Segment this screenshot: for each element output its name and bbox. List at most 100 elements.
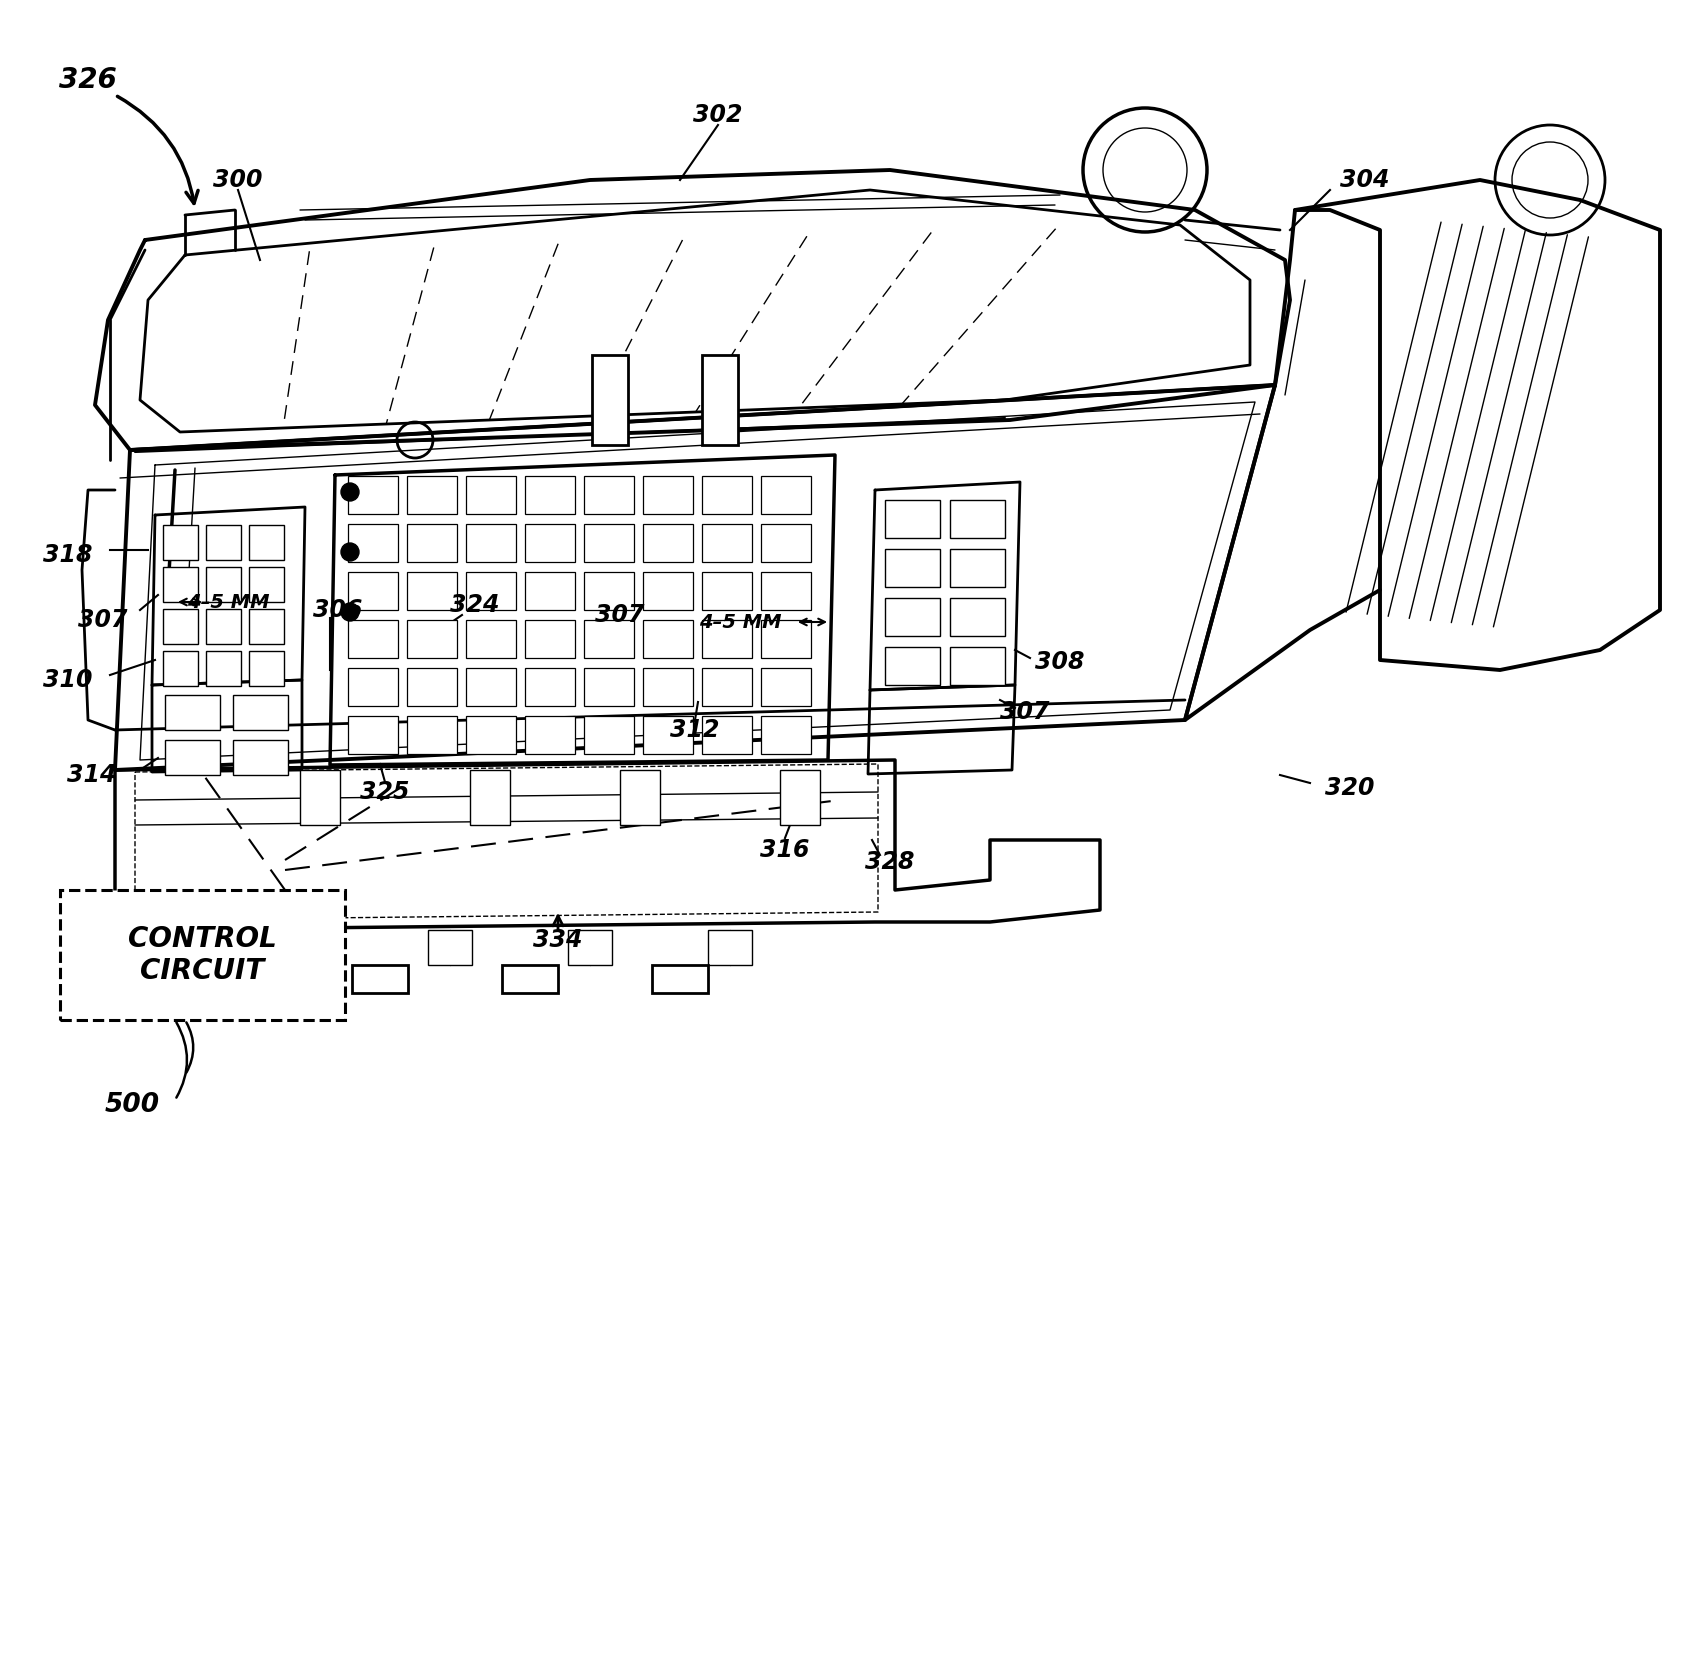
Bar [585, 716, 634, 753]
Bar [525, 573, 575, 610]
Bar [568, 930, 612, 965]
Bar [585, 668, 634, 706]
Bar [470, 770, 510, 825]
Bar [761, 620, 810, 658]
Text: 307: 307 [595, 603, 644, 626]
Bar [525, 620, 575, 658]
Text: 500: 500 [105, 1092, 159, 1117]
Bar [702, 356, 737, 444]
Bar [249, 610, 285, 645]
Bar [585, 573, 634, 610]
Text: 307: 307 [1000, 700, 1049, 725]
Bar [347, 668, 398, 706]
Bar [620, 770, 659, 825]
Bar [407, 524, 458, 563]
Bar [642, 476, 693, 514]
Bar [163, 610, 198, 645]
Bar [585, 476, 634, 514]
Text: 312: 312 [670, 718, 720, 741]
Bar [702, 573, 753, 610]
Bar [592, 356, 629, 444]
Bar [949, 549, 1005, 586]
Bar [407, 476, 458, 514]
Text: 320: 320 [1325, 777, 1375, 800]
Bar [347, 476, 398, 514]
Bar [300, 770, 341, 825]
Bar [466, 668, 515, 706]
Bar [702, 524, 753, 563]
Bar [207, 651, 241, 686]
Bar [761, 668, 810, 706]
Text: 308: 308 [1036, 650, 1085, 675]
Circle shape [341, 603, 359, 621]
Bar [466, 716, 515, 753]
Bar [525, 476, 575, 514]
Bar [949, 499, 1005, 538]
Text: CONTROL
CIRCUIT: CONTROL CIRCUIT [127, 925, 276, 985]
Bar [466, 476, 515, 514]
Bar [702, 716, 753, 753]
Bar [885, 499, 941, 538]
Bar [407, 620, 458, 658]
Bar [163, 651, 198, 686]
Bar [702, 476, 753, 514]
Text: 324: 324 [451, 593, 500, 616]
Bar [949, 646, 1005, 685]
Text: 326: 326 [59, 67, 117, 94]
Bar [407, 716, 458, 753]
Bar [761, 573, 810, 610]
Bar [466, 620, 515, 658]
Bar [525, 524, 575, 563]
Bar [642, 620, 693, 658]
Bar [347, 716, 398, 753]
Bar [761, 524, 810, 563]
Text: 302: 302 [693, 104, 742, 127]
Text: 307: 307 [78, 608, 127, 631]
Bar [164, 695, 220, 730]
Text: 325: 325 [361, 780, 410, 803]
Bar [163, 524, 198, 559]
Bar [347, 620, 398, 658]
Bar [212, 965, 268, 994]
Text: 316: 316 [761, 838, 810, 862]
Bar [347, 573, 398, 610]
Bar [164, 740, 220, 775]
Bar [407, 573, 458, 610]
Bar [642, 573, 693, 610]
Bar [709, 930, 753, 965]
Bar [642, 668, 693, 706]
Bar [761, 716, 810, 753]
Bar [585, 524, 634, 563]
Bar [353, 965, 408, 994]
Text: 318: 318 [44, 543, 93, 568]
Bar [642, 716, 693, 753]
Text: 300: 300 [214, 169, 263, 192]
Text: 4–5 MM: 4–5 MM [698, 613, 781, 631]
Bar [407, 668, 458, 706]
Bar [885, 646, 941, 685]
Bar [466, 524, 515, 563]
Text: 306: 306 [314, 598, 363, 621]
Bar [702, 620, 753, 658]
Bar [653, 965, 709, 994]
Bar [249, 524, 285, 559]
Bar [249, 568, 285, 601]
Bar [232, 695, 288, 730]
Circle shape [341, 483, 359, 501]
FancyBboxPatch shape [59, 890, 346, 1020]
Bar [288, 930, 332, 965]
Text: 4–5 MM: 4–5 MM [186, 593, 270, 611]
Bar [780, 770, 820, 825]
Bar [525, 668, 575, 706]
Bar [702, 668, 753, 706]
Text: 328: 328 [864, 850, 915, 873]
Bar [585, 620, 634, 658]
Bar [347, 524, 398, 563]
Text: 304: 304 [1341, 169, 1390, 192]
Bar [642, 524, 693, 563]
Bar [207, 524, 241, 559]
Bar [163, 568, 198, 601]
Bar [429, 930, 471, 965]
Bar [949, 598, 1005, 636]
Bar [207, 568, 241, 601]
